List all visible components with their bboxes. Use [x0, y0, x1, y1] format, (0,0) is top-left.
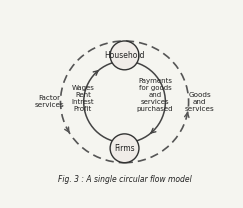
Circle shape: [110, 41, 139, 70]
Text: Factor
services: Factor services: [35, 95, 64, 108]
Text: Household: Household: [104, 51, 145, 60]
Text: Wages
Rent
Intrest
Profit: Wages Rent Intrest Profit: [71, 85, 94, 112]
Text: Goods
and
services: Goods and services: [185, 92, 215, 112]
Circle shape: [110, 134, 139, 163]
Text: Payments
for goods
and
services
purchased: Payments for goods and services purchase…: [137, 78, 173, 113]
Text: Fig. 3 : A single circular flow model: Fig. 3 : A single circular flow model: [58, 175, 191, 184]
Text: Firms: Firms: [114, 144, 135, 153]
